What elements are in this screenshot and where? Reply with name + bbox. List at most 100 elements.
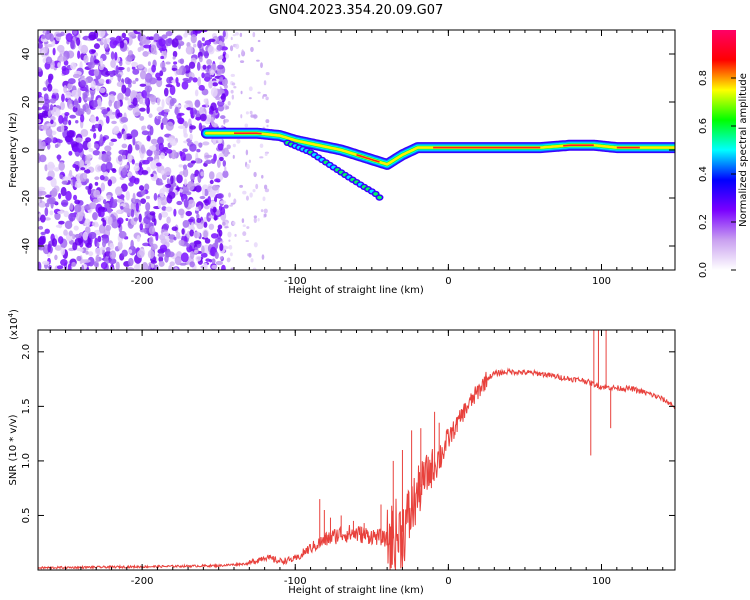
spectrogram-noise-blob xyxy=(82,259,91,263)
spectrogram-noise-blob xyxy=(93,132,97,139)
spectrogram-noise-blob xyxy=(250,114,255,118)
spectrogram-noise-blob xyxy=(143,39,151,45)
spectrogram-noise-blob xyxy=(77,50,81,60)
spectrogram-noise-blob xyxy=(38,225,44,230)
spectrogram-noise-blob xyxy=(200,30,208,33)
spectrogram-noise-blob xyxy=(85,242,92,248)
spectrogram-noise-blob xyxy=(232,154,235,159)
spectrogram-noise-blob xyxy=(143,216,151,225)
snr-axes: -200 -100 0 100 0.5 1.0 1.5 2.0 xyxy=(21,330,675,587)
spectrogram-noise-blob xyxy=(67,78,76,85)
spectrogram-noise-blob xyxy=(150,160,157,170)
spectrogram-noise-blob xyxy=(182,219,190,228)
spectrogram-noise-blob xyxy=(194,89,199,97)
spectrogram-noise-blob xyxy=(65,32,73,42)
spectrogram-noise-blob xyxy=(61,93,65,103)
spectrogram-noise-blob xyxy=(49,98,56,104)
spectrogram-noise-blob xyxy=(72,30,78,35)
spectrogram-noise-blob xyxy=(87,61,95,69)
spectrogram-noise-blob xyxy=(80,114,85,123)
spectrogram-noise-blob xyxy=(262,94,268,97)
spectrogram-noise-blob xyxy=(179,262,187,266)
spectrogram-noise-blob xyxy=(146,87,150,97)
spectrogram-noise-blob xyxy=(200,113,207,122)
spectrogram-noise-blob xyxy=(219,200,227,205)
spectrogram-noise-blob xyxy=(165,183,172,188)
spectrogram-noise-blob xyxy=(197,76,201,87)
spectrogram-noise-blob xyxy=(210,87,218,97)
spectrogram-noise-blob xyxy=(98,78,105,84)
spectrogram-noise-blob xyxy=(75,119,79,124)
spectrogram-noise-blob xyxy=(153,192,158,201)
spectrogram-noise-blob xyxy=(116,112,123,118)
spectrogram-noise-blob xyxy=(229,252,233,257)
spectrogram-noise-blob xyxy=(204,205,210,210)
spectrogram-noise-blob xyxy=(250,46,254,53)
spectrogram-noise-blob xyxy=(59,101,65,111)
spectrogram-noise-blob xyxy=(165,83,173,88)
spectrogram-noise-blob xyxy=(179,188,183,193)
spectrogram-noise-blob xyxy=(168,264,173,270)
spectrogram-noise-blob xyxy=(49,104,54,111)
spectrogram-noise-blob xyxy=(176,200,183,206)
spectrogram-noise-blob xyxy=(166,76,173,84)
spectrogram-noise-blob xyxy=(216,44,223,51)
spectrogram-noise-blob xyxy=(117,132,122,139)
spectrogram-noise-blob xyxy=(242,190,247,195)
spectrogram-noise-blob xyxy=(207,196,211,205)
spectrogram-noise-blob xyxy=(217,64,224,70)
spectrogram-noise-blob xyxy=(64,220,73,230)
spectrogram-noise-blob xyxy=(160,170,165,176)
spectrogram-noise-blob xyxy=(224,226,229,229)
spectrogram-noise-blob xyxy=(121,143,128,149)
spectrogram-noise-blob xyxy=(165,148,173,154)
spectrogram-noise-blob xyxy=(204,160,212,164)
spectrogram-noise-blob xyxy=(73,98,79,108)
spectrogram-noise-blob xyxy=(185,79,192,84)
spectrogram-noise-blob xyxy=(108,141,114,147)
spectrogram-noise-blob xyxy=(127,78,132,85)
spectrogram-noise-blob xyxy=(208,215,216,219)
spectrogram-noise-blob xyxy=(253,171,257,178)
spectrogram-noise-blob xyxy=(99,57,104,67)
spectrogram-noise-blob xyxy=(223,119,226,125)
spectrogram-noise-blob xyxy=(171,38,179,48)
spectrogram-noise-blob xyxy=(50,177,57,188)
spectrogram-noise-blob xyxy=(101,153,109,163)
spectrogram-noise-blob xyxy=(158,260,165,267)
spectrogram-noise-blob xyxy=(155,182,164,186)
spectrogram-noise-blob xyxy=(257,91,261,94)
spectrogram-noise-blob xyxy=(266,124,269,128)
spectrogram-noise-blob xyxy=(93,43,100,49)
spectrogram-noise-blob xyxy=(38,42,43,49)
spectrogram-noise-blob xyxy=(150,173,154,177)
spectrogram-noise-blob xyxy=(55,108,61,118)
spectrogram-noise-blob xyxy=(115,186,123,196)
spectrogram-noise-blob xyxy=(208,110,214,115)
spectrogram-noise-blob xyxy=(176,174,183,184)
spectrogram-noise-blob xyxy=(68,119,72,126)
figure-title: GN04.2023.354.20.09.G07 xyxy=(269,3,444,18)
spectrogram-noise-blob xyxy=(224,166,227,172)
spectrogram-noise-blob xyxy=(57,154,61,162)
spectrogram-noise-blob xyxy=(189,133,193,141)
spectrogram-noise-blob xyxy=(184,153,193,162)
spectrogram-noise-blob xyxy=(139,107,146,112)
spectrogram-noise-blob xyxy=(135,77,139,82)
spectrogram-noise-blob xyxy=(46,176,53,181)
spectrogram-noise-blob xyxy=(160,211,169,218)
spectrogram-noise-blob xyxy=(72,73,81,79)
spectrogram-noise-blob xyxy=(74,204,82,213)
spectrogram-noise-blob xyxy=(165,61,171,65)
spectrogram-noise-blob xyxy=(173,236,177,241)
spectrogram-noise-blob xyxy=(40,214,46,223)
spectrogram-noise-blob xyxy=(181,228,185,235)
spectrogram-noise-blob xyxy=(211,258,216,264)
spectrogram-noise-blob xyxy=(45,127,53,137)
spectrogram-noise-blob xyxy=(245,195,249,201)
spectrogram-noise-blob xyxy=(201,187,205,198)
spectrogram-noise-blob xyxy=(59,174,64,180)
spectrogram-noise-blob xyxy=(88,231,97,240)
